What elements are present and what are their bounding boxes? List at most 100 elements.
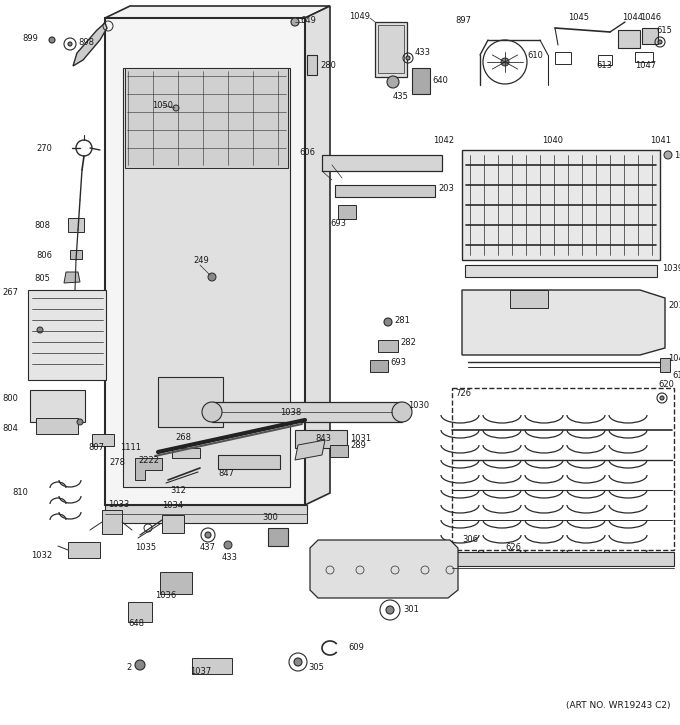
Bar: [268, 528, 288, 546]
Bar: [462, 150, 660, 260]
Text: 281: 281: [394, 315, 410, 325]
Text: 648: 648: [128, 618, 144, 628]
Text: 610: 610: [527, 51, 543, 59]
Bar: [378, 340, 398, 352]
Text: 1038: 1038: [280, 407, 301, 416]
Text: 312: 312: [170, 486, 186, 494]
Bar: [68, 542, 100, 558]
Bar: [375, 22, 407, 77]
Text: 267: 267: [2, 288, 18, 297]
Bar: [158, 377, 223, 427]
Text: 626: 626: [505, 544, 521, 552]
Circle shape: [392, 402, 412, 422]
Bar: [465, 265, 657, 277]
Text: 305: 305: [308, 663, 324, 673]
Circle shape: [664, 151, 672, 159]
Text: 1036: 1036: [155, 592, 176, 600]
Bar: [172, 448, 200, 458]
Text: 1050: 1050: [152, 101, 173, 109]
Text: 847: 847: [218, 468, 234, 478]
Text: 1046: 1046: [640, 12, 661, 22]
Bar: [70, 250, 82, 259]
Text: 1111: 1111: [120, 442, 141, 452]
Text: 435: 435: [393, 91, 409, 101]
Text: 203: 203: [438, 183, 454, 193]
Bar: [36, 418, 78, 434]
Circle shape: [291, 18, 299, 26]
Circle shape: [208, 273, 216, 281]
Polygon shape: [295, 440, 325, 460]
Text: 606: 606: [299, 147, 315, 157]
Bar: [192, 658, 232, 674]
Text: 1045: 1045: [568, 12, 589, 22]
Circle shape: [135, 660, 145, 670]
Polygon shape: [64, 272, 80, 283]
Bar: [68, 218, 84, 232]
Bar: [162, 515, 184, 533]
Text: 300: 300: [262, 513, 278, 523]
Text: 620: 620: [658, 379, 674, 389]
Polygon shape: [510, 290, 548, 308]
Circle shape: [384, 318, 392, 326]
Text: 306: 306: [462, 536, 478, 544]
Text: 1032: 1032: [31, 550, 52, 560]
Bar: [642, 28, 658, 44]
Bar: [452, 552, 674, 566]
Text: 1035: 1035: [135, 544, 156, 552]
Bar: [125, 68, 288, 168]
Polygon shape: [305, 6, 330, 505]
Circle shape: [660, 396, 664, 400]
Text: 301: 301: [403, 605, 419, 615]
Bar: [92, 434, 114, 446]
Bar: [370, 360, 388, 372]
Text: 1034: 1034: [162, 500, 183, 510]
Circle shape: [501, 58, 509, 66]
Bar: [307, 55, 317, 75]
Bar: [412, 68, 430, 94]
Text: 2222: 2222: [138, 455, 159, 465]
Bar: [335, 185, 435, 197]
Text: (ART NO. WR19243 C2): (ART NO. WR19243 C2): [566, 701, 670, 710]
Bar: [218, 455, 280, 469]
Bar: [660, 358, 670, 372]
Text: 649: 649: [300, 15, 316, 25]
Text: 897: 897: [455, 15, 471, 25]
Text: 1047: 1047: [635, 60, 656, 70]
Bar: [123, 68, 290, 487]
Bar: [160, 572, 192, 594]
Bar: [28, 290, 106, 380]
Text: 618: 618: [672, 370, 680, 379]
Text: 249: 249: [193, 255, 209, 265]
Circle shape: [205, 532, 211, 538]
Polygon shape: [462, 290, 665, 355]
Text: 1048: 1048: [668, 354, 680, 362]
Bar: [598, 55, 612, 65]
Text: 843: 843: [315, 434, 331, 442]
Text: 800: 800: [2, 394, 18, 402]
Text: 433: 433: [415, 48, 431, 57]
Text: 270: 270: [36, 144, 52, 152]
Text: 1030: 1030: [408, 400, 429, 410]
Circle shape: [173, 105, 179, 111]
Text: 693: 693: [390, 357, 406, 367]
Bar: [212, 402, 402, 422]
Text: 1043: 1043: [674, 151, 680, 160]
Text: 1040: 1040: [542, 136, 563, 144]
Text: 804: 804: [2, 423, 18, 433]
Bar: [105, 505, 307, 523]
Circle shape: [49, 37, 55, 43]
Circle shape: [224, 541, 232, 549]
Circle shape: [387, 76, 399, 88]
Circle shape: [202, 402, 222, 422]
Text: 1042: 1042: [433, 136, 454, 144]
Text: 693: 693: [330, 218, 346, 228]
Bar: [330, 445, 348, 457]
Circle shape: [406, 56, 410, 60]
Text: 1037: 1037: [190, 668, 211, 676]
Text: 2: 2: [126, 663, 132, 673]
Circle shape: [37, 327, 43, 333]
Bar: [555, 52, 571, 64]
Bar: [378, 25, 404, 73]
Polygon shape: [135, 458, 162, 480]
Bar: [30, 390, 85, 422]
